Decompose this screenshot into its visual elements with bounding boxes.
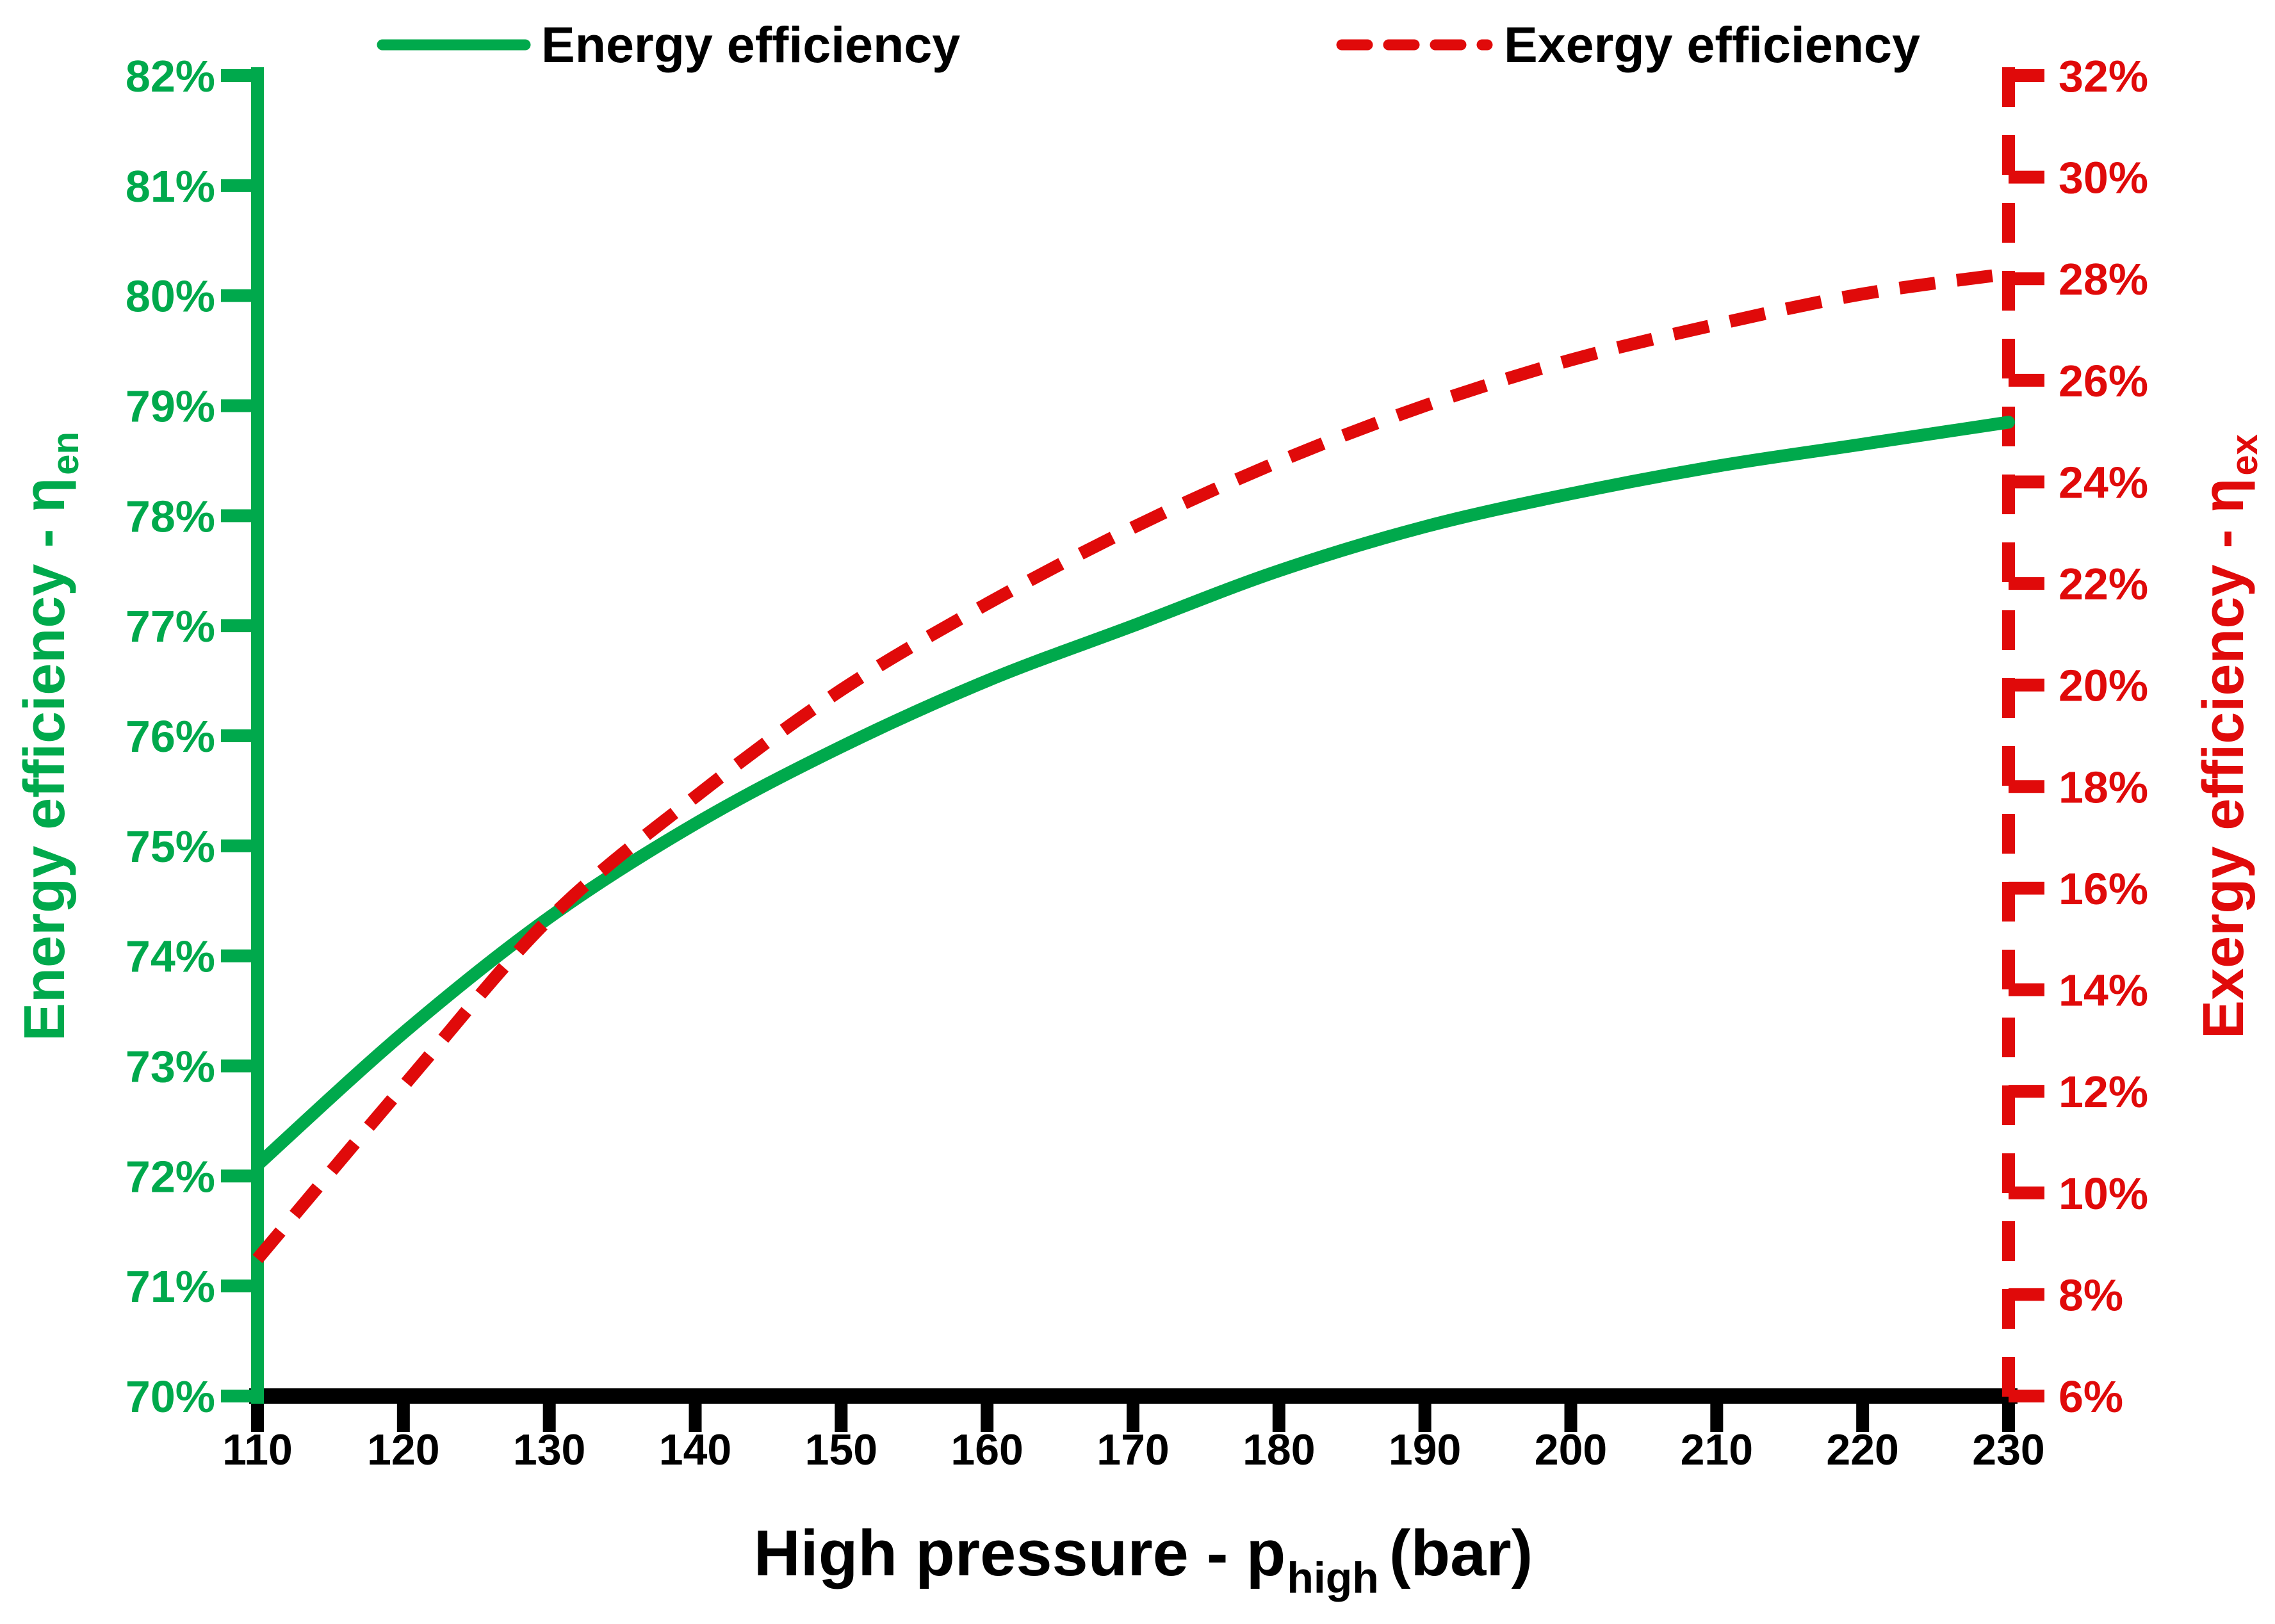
x-tick-label: 190 bbox=[1389, 1425, 1461, 1474]
right-axis-title-main: Exergy efficiency - η bbox=[2192, 478, 2256, 1039]
x-tick-label: 140 bbox=[659, 1425, 731, 1474]
x-axis-title-subscript: high bbox=[1287, 1554, 1379, 1602]
x-tick-label: 180 bbox=[1243, 1425, 1315, 1474]
right-axis-title-subscript: ex bbox=[2224, 434, 2265, 476]
x-tick-label: 170 bbox=[1097, 1425, 1169, 1474]
right-axis-tick-label: 6% bbox=[2059, 1372, 2123, 1422]
right-axis-tick-label: 10% bbox=[2059, 1169, 2148, 1219]
left-axis-tick-label: 72% bbox=[126, 1151, 215, 1201]
left-axis-tick-label: 79% bbox=[126, 382, 215, 432]
x-tick-label: 150 bbox=[805, 1425, 877, 1474]
right-axis-tick-label: 16% bbox=[2059, 864, 2148, 914]
left-axis-tick-label: 81% bbox=[126, 161, 215, 211]
x-axis-title-main: High pressure - p bbox=[754, 1518, 1286, 1589]
x-tick-label: 220 bbox=[1826, 1425, 1898, 1474]
x-tick-label: 230 bbox=[1972, 1425, 2044, 1474]
left-axis-tick-label: 73% bbox=[126, 1042, 215, 1092]
x-axis-title-suffix: (bar) bbox=[1389, 1518, 1533, 1589]
right-axis-tick-label: 26% bbox=[2059, 356, 2148, 406]
left-axis-tick-label: 78% bbox=[126, 491, 215, 541]
right-axis-tick-label: 30% bbox=[2059, 153, 2148, 203]
left-axis-tick-label: 77% bbox=[126, 601, 215, 651]
x-axis-title: High pressure - phigh (bar) bbox=[754, 1518, 1533, 1602]
x-tick-label: 130 bbox=[513, 1425, 585, 1474]
left-axis-tick-label: 70% bbox=[126, 1372, 215, 1422]
exergy-efficiency-line bbox=[252, 267, 2010, 1263]
legend-energy-label: Energy efficiency bbox=[541, 16, 960, 73]
right-axis-tick-label: 24% bbox=[2059, 457, 2148, 507]
x-tick-label: 200 bbox=[1535, 1425, 1607, 1474]
left-axis-title-subscript: en bbox=[45, 432, 86, 475]
legend: Energy efficiency Exergy efficiency bbox=[377, 16, 1920, 73]
energy-efficiency-line bbox=[251, 416, 2015, 1172]
right-axis-title: Exergy efficiency - ηex bbox=[2192, 434, 2265, 1039]
x-tick-label: 160 bbox=[950, 1425, 1023, 1474]
right-axis-tick-label: 28% bbox=[2059, 254, 2148, 304]
right-axis-tick-label: 12% bbox=[2059, 1067, 2148, 1117]
left-axis-tick-label: 80% bbox=[126, 272, 215, 321]
left-axis-tick-label: 82% bbox=[126, 51, 215, 101]
left-axis-title-main: Energy efficiency - η bbox=[13, 478, 77, 1041]
left-axis-tick-label: 75% bbox=[126, 822, 215, 872]
right-axis-tick-label: 8% bbox=[2059, 1270, 2123, 1320]
right-axis-tick-label: 18% bbox=[2059, 762, 2148, 812]
left-axis-title: Energy efficiency - ηen bbox=[13, 432, 86, 1041]
left-axis-tick-label: 76% bbox=[126, 711, 215, 761]
right-axis-tick-label: 14% bbox=[2059, 966, 2148, 1016]
plot-area: 110 120 130 140 150 160 170 180 190 200 210 220 230 7… bbox=[126, 51, 2148, 1474]
left-axis-tick-label: 74% bbox=[126, 932, 215, 982]
right-axis-tick-label: 22% bbox=[2059, 559, 2148, 609]
right-axis-tick-label: 20% bbox=[2059, 661, 2148, 711]
x-tick-label: 120 bbox=[367, 1425, 439, 1474]
right-axis-tick-label: 32% bbox=[2059, 51, 2148, 101]
left-axis-tick-label: 71% bbox=[126, 1262, 215, 1311]
x-tick-label: 110 bbox=[222, 1425, 293, 1474]
legend-exergy-label: Exergy efficiency bbox=[1504, 16, 1920, 73]
x-tick-label: 210 bbox=[1681, 1425, 1753, 1474]
